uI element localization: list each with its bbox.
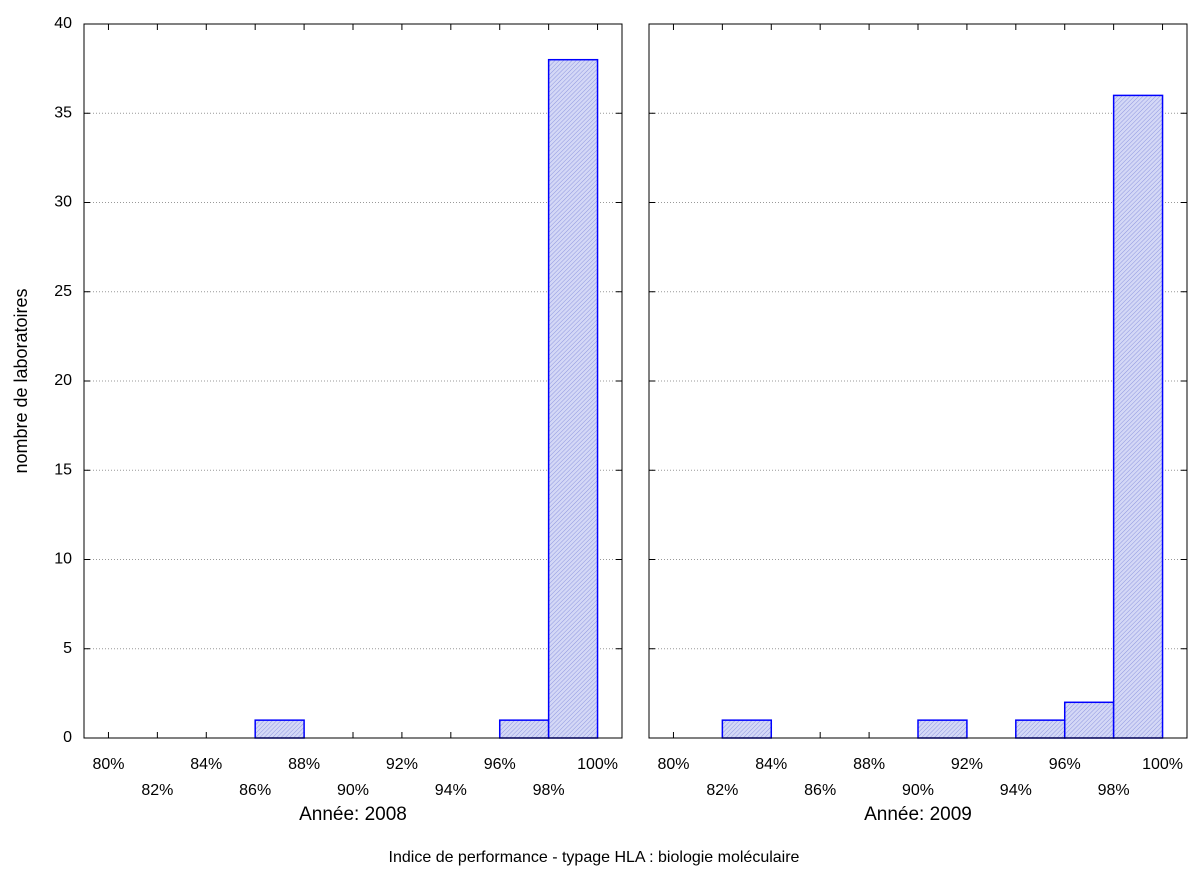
y-tick-label: 25: [54, 283, 72, 300]
x-tick-label: 90%: [902, 782, 934, 799]
bar: [721, 719, 773, 739]
y-tick-label: 35: [54, 104, 72, 121]
x-tick-label: 84%: [190, 756, 222, 773]
panel-title: Année: 2009: [864, 804, 972, 825]
x-tick-label: 92%: [386, 756, 418, 773]
y-tick-label: 10: [54, 551, 72, 568]
x-tick-label: 100%: [1142, 756, 1183, 773]
x-tick-label: 88%: [288, 756, 320, 773]
bar: [1015, 719, 1066, 739]
x-tick-label: 92%: [951, 756, 983, 773]
x-tick-label: 80%: [92, 756, 124, 773]
x-tick-label: 94%: [1000, 782, 1032, 799]
y-tick-label: 0: [63, 729, 72, 746]
bar: [547, 58, 599, 739]
bar: [498, 719, 550, 739]
x-tick-label: 96%: [1049, 756, 1081, 773]
y-tick-label: 15: [54, 461, 72, 478]
bar: [1063, 701, 1115, 739]
y-axis-label: nombre de laboratoires: [11, 288, 31, 473]
y-tick-label: 5: [63, 640, 72, 657]
bar: [1112, 94, 1164, 739]
plot-frame: [648, 23, 1188, 739]
x-tick-label: 98%: [1098, 782, 1130, 799]
x-axis-label: Indice de performance - typage HLA : bio…: [389, 849, 800, 866]
x-tick-label: 96%: [484, 756, 516, 773]
x-tick-label: 82%: [141, 782, 173, 799]
x-tick-label: 100%: [577, 756, 618, 773]
x-tick-label: 88%: [853, 756, 885, 773]
bar: [254, 719, 305, 739]
x-tick-label: 86%: [804, 782, 836, 799]
x-tick-label: 82%: [706, 782, 738, 799]
x-tick-label: 94%: [435, 782, 467, 799]
x-tick-label: 86%: [239, 782, 271, 799]
panel-title: Année: 2008: [299, 804, 407, 825]
y-tick-label: 30: [54, 194, 72, 211]
x-tick-label: 80%: [657, 756, 689, 773]
x-tick-label: 84%: [755, 756, 787, 773]
y-tick-label: 20: [54, 372, 72, 389]
y-tick-label: 40: [54, 15, 72, 32]
bar: [917, 719, 968, 739]
plot-frame: [83, 23, 623, 739]
x-tick-label: 98%: [533, 782, 565, 799]
x-tick-label: 90%: [337, 782, 369, 799]
